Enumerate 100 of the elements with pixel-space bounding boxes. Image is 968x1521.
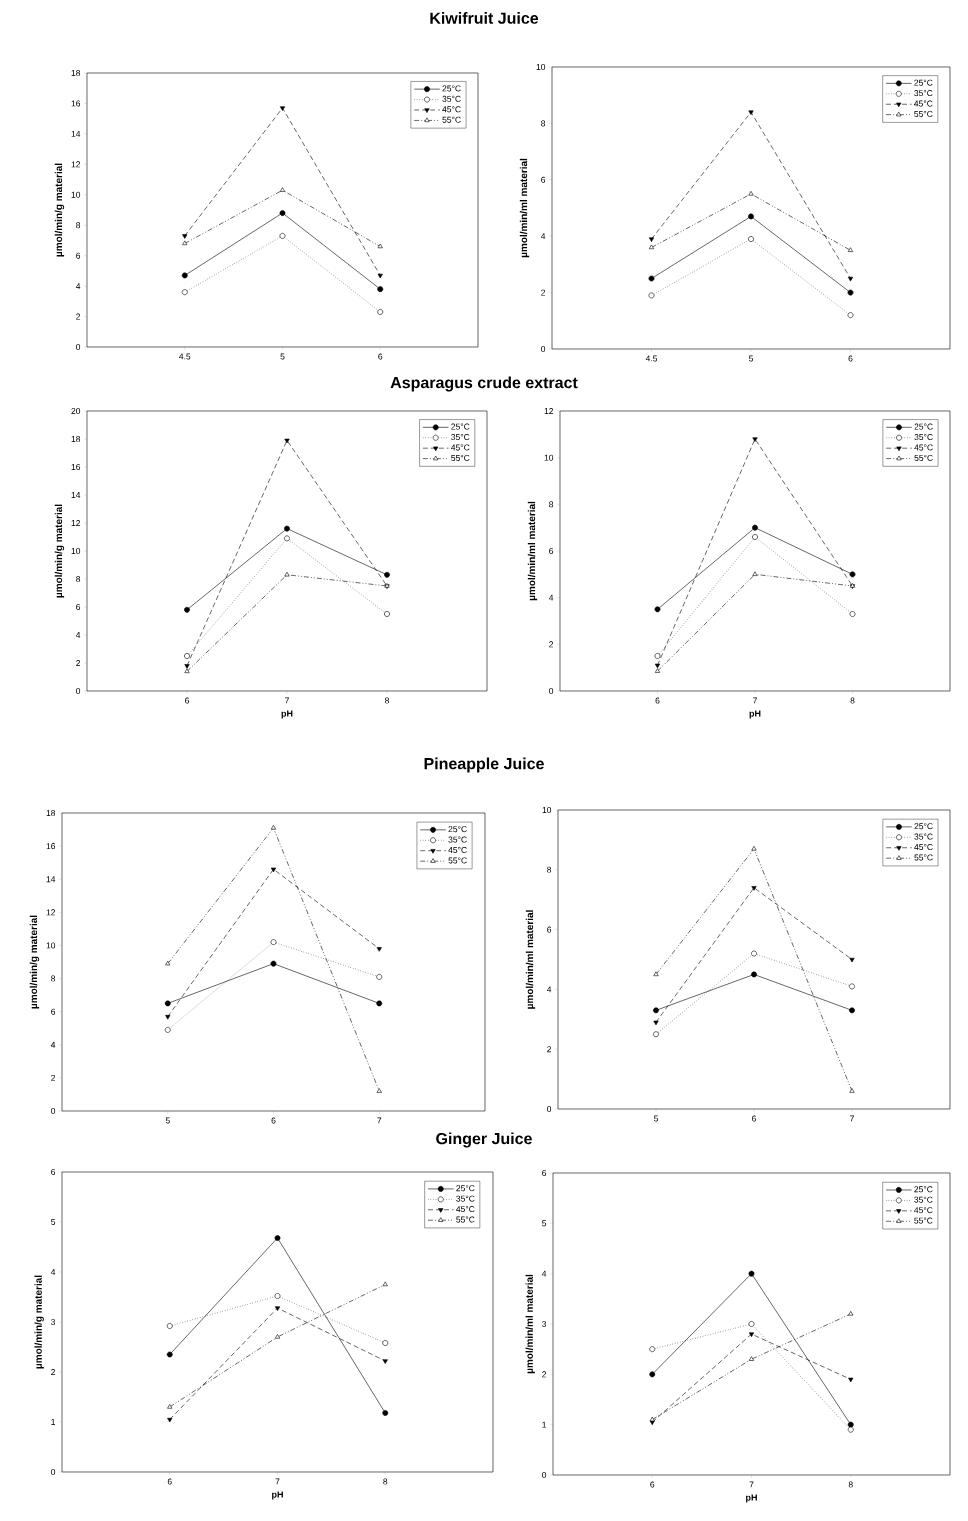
legend-label: 35°C [914, 833, 933, 840]
y-tick-label: 16 [71, 100, 81, 107]
y-tick-label: 14 [71, 492, 81, 498]
legend-label: 55°C [914, 454, 933, 461]
y-tick-label: 0 [541, 345, 546, 352]
x-tick-label: 7 [377, 1117, 382, 1124]
y-tick-label: 2 [549, 641, 554, 648]
legend-label: 35°C [456, 1195, 475, 1202]
legend-label: 45°C [914, 1207, 933, 1214]
legend-label: 55°C [442, 116, 461, 123]
legend-label: 45°C [914, 844, 933, 851]
y-tick-label: 0 [76, 343, 81, 350]
y-tick-label: 10 [542, 806, 552, 813]
y-tick-label: 0 [549, 687, 554, 694]
legend-label: 25°C [914, 1186, 933, 1193]
y-tick-label: 12 [46, 909, 56, 916]
legend-label: 45°C [914, 444, 933, 451]
y-tick-label: 4 [546, 986, 552, 993]
y-tick-label: 3 [542, 1320, 547, 1327]
x-tick-label: 6 [167, 1478, 172, 1485]
y-tick-label: 10 [46, 942, 56, 949]
y-tick-label: 6 [547, 926, 552, 933]
legend-label: 55°C [914, 110, 933, 117]
y-axis-title: µmol/min/g material [54, 504, 65, 598]
legend-label: 45°C [914, 100, 933, 107]
y-tick-label: 12 [544, 408, 554, 414]
y-tick-label: 10 [536, 63, 546, 70]
y-tick-label: 6 [541, 176, 546, 183]
y-tick-label: 10 [71, 547, 81, 554]
y-tick-label: 8 [549, 501, 554, 508]
x-tick-label: 7 [850, 1115, 854, 1122]
legend-label: 25°C [448, 826, 467, 833]
y-tick-label: 0 [51, 1468, 56, 1475]
y-tick-label: 16 [71, 463, 81, 470]
y-tick-label: 2 [542, 1371, 547, 1378]
x-tick-label: 7 [275, 1478, 280, 1485]
y-tick-label: 0 [76, 687, 81, 694]
y-tick-label: 8 [76, 222, 81, 229]
legend-label: 55°C [451, 454, 470, 461]
y-tick-label: 2 [76, 313, 81, 320]
x-tick-label: 5 [748, 355, 754, 362]
y-tick-label: 8 [541, 120, 546, 127]
y-tick-label: 4 [75, 283, 81, 290]
chart-title: Asparagus crude extract [390, 376, 578, 392]
legend-label: 35°C [914, 434, 933, 441]
x-tick-label: 8 [383, 1478, 388, 1485]
y-tick-label: 10 [544, 454, 554, 461]
y-tick-label: 1 [542, 1421, 547, 1428]
y-tick-label: 5 [51, 1219, 56, 1225]
legend-label: 55°C [456, 1216, 475, 1223]
legend-label: 25°C [914, 423, 933, 430]
y-tick-label: 6 [51, 1168, 56, 1175]
x-tick-label: 7 [753, 697, 757, 704]
y-tick-label: 6 [76, 252, 81, 259]
y-tick-label: 2 [51, 1369, 56, 1375]
y-tick-label: 12 [71, 520, 81, 526]
y-tick-label: 4 [548, 594, 554, 601]
y-tick-label: 6 [76, 603, 81, 610]
x-tick-label: 5 [165, 1117, 170, 1124]
legend-label: 45°C [442, 106, 461, 113]
y-axis-title: µmol/min/ml material [525, 1274, 535, 1374]
x-axis-title: pH [746, 1494, 757, 1503]
legend-label: 45°C [451, 444, 470, 451]
legend-label: 25°C [914, 79, 933, 86]
x-tick-label: 6 [378, 353, 383, 360]
x-tick-label: 5 [653, 1115, 659, 1122]
x-tick-label: 6 [848, 355, 853, 362]
y-tick-label: 14 [71, 130, 81, 137]
legend-label: 25°C [442, 85, 461, 92]
legend-label: 25°C [456, 1185, 475, 1192]
legend-label: 35°C [914, 90, 933, 97]
x-tick-label: 6 [271, 1117, 276, 1124]
y-axis-title: µmol/min/ml material [519, 158, 530, 258]
y-tick-label: 4 [540, 233, 546, 240]
y-axis-title: µmol/min/g material [54, 163, 65, 257]
y-tick-label: 8 [76, 575, 81, 582]
legend-label: 45°C [448, 847, 467, 854]
x-tick-label: 5 [280, 353, 285, 360]
x-tick-label: 6 [655, 697, 660, 704]
y-tick-label: 18 [71, 69, 81, 76]
y-tick-label: 0 [547, 1105, 552, 1112]
y-tick-label: 3 [51, 1318, 56, 1325]
y-tick-label: 2 [76, 660, 81, 666]
y-tick-label: 5 [542, 1220, 547, 1227]
y-tick-label: 6 [51, 1008, 56, 1015]
y-tick-label: 4 [75, 632, 81, 638]
y-tick-label: 2 [547, 1046, 552, 1053]
x-tick-label: 4.5 [645, 355, 658, 362]
y-tick-label: 18 [46, 809, 56, 816]
x-axis-title: pH [272, 1491, 283, 1500]
y-tick-label: 8 [51, 975, 56, 982]
y-tick-label: 14 [46, 876, 56, 883]
y-tick-label: 6 [542, 1169, 547, 1176]
legend-label: 25°C [451, 423, 470, 430]
chart-title: Kiwifruit Juice [430, 12, 539, 24]
y-tick-label: 10 [71, 191, 81, 198]
chart-title: Ginger Juice [436, 1132, 532, 1148]
y-axis-title: µmol/min/g material [34, 1275, 44, 1369]
y-tick-label: 1 [51, 1419, 56, 1425]
y-tick-label: 12 [71, 161, 81, 168]
